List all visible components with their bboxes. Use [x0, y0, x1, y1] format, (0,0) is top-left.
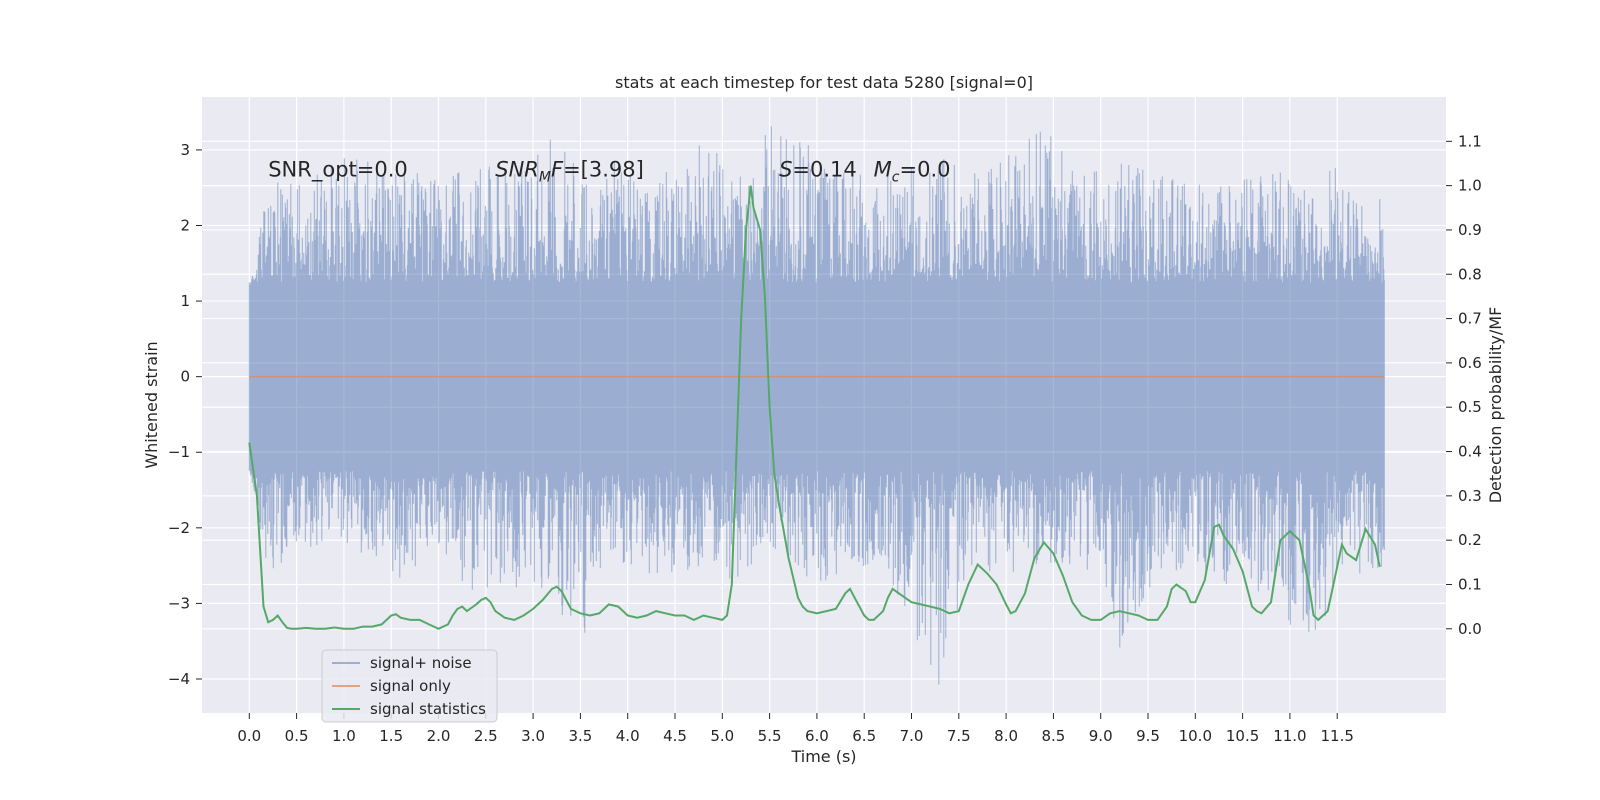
x-axis-ticks: 0.0 0.5 1.0 1.5 2.0 2.5 3.0 3.5 4.0 4.5 5.0 5.5 6.0 6… — [237, 713, 1354, 745]
x-tick-label-17: 8.5 — [1041, 727, 1065, 745]
y2-tick-label-11: 0.0 — [1458, 620, 1482, 638]
x-tick-label-8: 4.0 — [616, 727, 640, 745]
x-tick-label-20: 10.0 — [1179, 727, 1212, 745]
x-tick-label-12: 6.0 — [805, 727, 829, 745]
x-tick-label-21: 10.5 — [1226, 727, 1259, 745]
annotation-mc-value: Mc=0.0 — [874, 157, 951, 185]
x-tick-label-11: 5.5 — [758, 727, 782, 745]
x-tick-label-4: 2.0 — [427, 727, 451, 745]
y2-tick-label-4: 0.7 — [1458, 310, 1482, 328]
y-tick-label-3: 0 — [180, 368, 190, 386]
y-axis-ticks: 3 2 1 0 −1 −2 −3 −4 — [168, 141, 202, 688]
x-tick-label-23: 11.5 — [1321, 727, 1354, 745]
y2-tick-label-9: 0.2 — [1458, 531, 1482, 549]
annotation-s-value: S=0.14 — [779, 157, 857, 181]
y-tick-label-0: 3 — [180, 141, 190, 159]
x-tick-label-3: 1.5 — [379, 727, 403, 745]
x-tick-label-19: 9.5 — [1136, 727, 1160, 745]
y2-tick-label-3: 0.8 — [1458, 265, 1482, 283]
x-axis-label: Time (s) — [790, 747, 856, 766]
legend: signal+ noise signal only signal statist… — [321, 649, 498, 723]
annotations: SNR_opt=0.0 SNRMF=[3.98] S=0.14 Mc=0.0 — [268, 157, 950, 185]
legend-label-signal-only: signal only — [370, 677, 451, 695]
legend-box — [321, 649, 498, 723]
y2-axis-label: Detection probability/MF — [1486, 307, 1505, 504]
y2-tick-label-2: 0.9 — [1458, 221, 1482, 239]
x-tick-label-0: 0.0 — [237, 727, 261, 745]
series-signal-statistics — [248, 185, 1381, 630]
y-tick-label-2: 1 — [180, 292, 190, 310]
x-tick-label-1: 0.5 — [285, 727, 309, 745]
x-tick-label-7: 3.5 — [568, 727, 592, 745]
y-tick-label-5: −2 — [168, 519, 190, 537]
x-tick-label-18: 9.0 — [1089, 727, 1113, 745]
x-tick-label-5: 2.5 — [474, 727, 498, 745]
series-signal-noise — [248, 126, 1385, 685]
chart-title: stats at each timestep for test data 528… — [615, 73, 1033, 92]
x-tick-label-10: 5.0 — [710, 727, 734, 745]
y-tick-label-4: −1 — [168, 443, 190, 461]
annotation-snr-mf: SNRMF=[3.98] — [495, 157, 644, 185]
annotation-snr-opt: SNR_opt=0.0 — [268, 157, 408, 182]
y2-tick-label-7: 0.4 — [1458, 443, 1482, 461]
x-tick-label-15: 7.5 — [947, 727, 971, 745]
y2-tick-label-0: 1.1 — [1458, 132, 1482, 150]
y-tick-label-6: −3 — [168, 594, 190, 612]
y2-tick-label-5: 0.6 — [1458, 354, 1482, 372]
x-tick-label-2: 1.0 — [332, 727, 356, 745]
x-tick-label-16: 8.0 — [994, 727, 1018, 745]
x-tick-label-14: 7.0 — [900, 727, 924, 745]
legend-label-signal-noise: signal+ noise — [370, 654, 472, 672]
y2-tick-label-6: 0.5 — [1458, 398, 1482, 416]
x-tick-label-22: 11.0 — [1273, 727, 1306, 745]
x-tick-label-9: 4.5 — [663, 727, 687, 745]
y2-tick-label-10: 0.1 — [1458, 575, 1482, 593]
y2-tick-label-1: 1.0 — [1458, 177, 1482, 195]
y-tick-label-7: −4 — [168, 670, 190, 688]
y-tick-label-1: 2 — [180, 216, 190, 234]
y-axis-label: Whitened strain — [142, 341, 161, 468]
y2-tick-label-8: 0.3 — [1458, 487, 1482, 505]
y2-axis-ticks: 1.1 1.0 0.9 0.8 0.7 0.6 0.5 0.4 0.3 0.2 0.1 0.0 — [1446, 132, 1482, 638]
series-layer — [248, 126, 1385, 685]
legend-label-signal-statistics: signal statistics — [370, 700, 486, 718]
x-tick-label-13: 6.5 — [852, 727, 876, 745]
x-tick-label-6: 3.0 — [521, 727, 545, 745]
